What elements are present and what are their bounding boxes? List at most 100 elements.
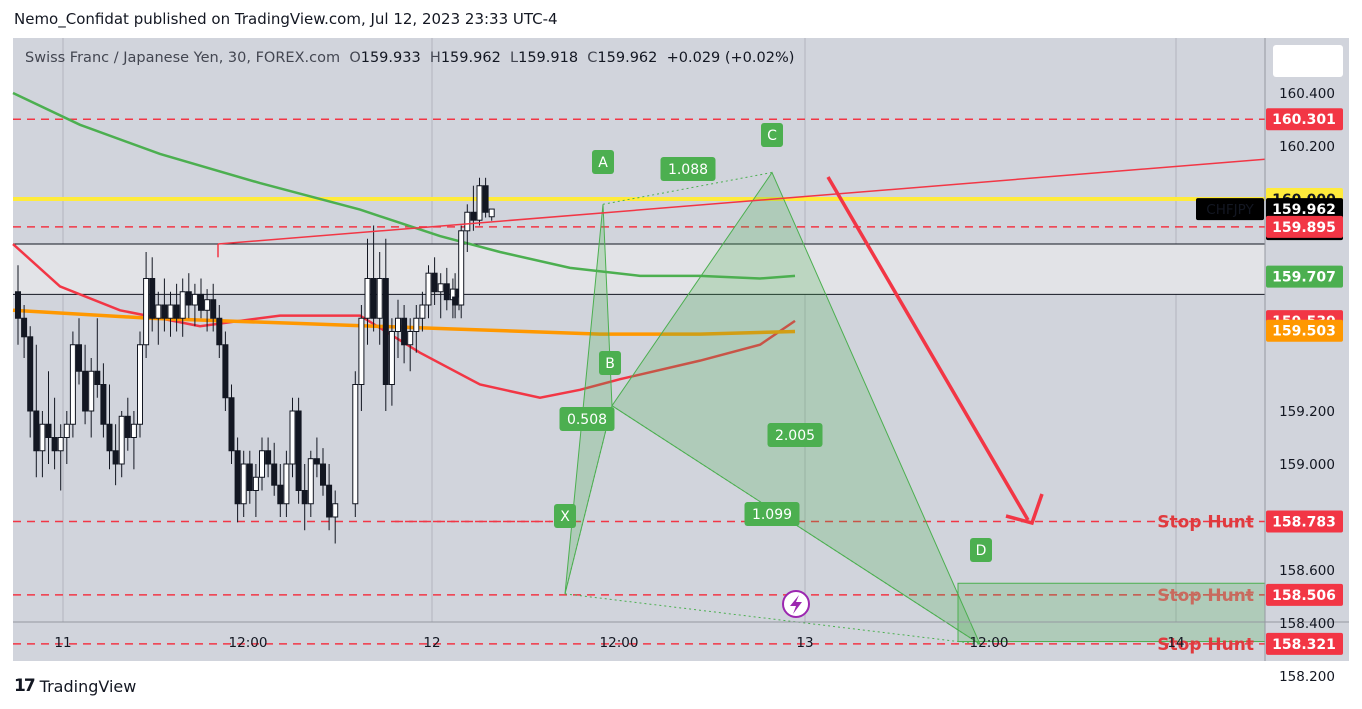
candle-bear xyxy=(210,299,217,319)
time-tick: 12:00 xyxy=(600,635,639,651)
candle-bull xyxy=(118,415,125,465)
candle-bull xyxy=(39,423,46,452)
candle-bear xyxy=(222,344,229,399)
candle-bear xyxy=(173,304,180,319)
candle-bull xyxy=(289,410,296,465)
price-tag-text: 160.301 xyxy=(1272,112,1336,128)
range-zone xyxy=(13,243,1265,295)
price-tick: 159.000 xyxy=(1279,457,1335,473)
low-label: L xyxy=(510,50,519,66)
candle-bear xyxy=(51,437,58,452)
point-label-x-text: X xyxy=(560,509,570,525)
price-tag-text: 159.707 xyxy=(1272,270,1336,286)
candle-bear xyxy=(320,463,326,486)
price-tag-text: 158.321 xyxy=(1272,637,1336,653)
candle-bull xyxy=(259,450,265,478)
grid-lines xyxy=(62,38,1177,622)
candle-bear xyxy=(198,293,204,311)
time-tick: 13 xyxy=(796,635,813,651)
high-value: 159.962 xyxy=(440,50,501,66)
publish-info: Nemo_Confidat published on TradingView.c… xyxy=(14,10,558,28)
point-label-b: B xyxy=(599,351,621,375)
price-tick: 158.400 xyxy=(1279,616,1335,632)
candle-bear xyxy=(124,415,131,438)
candle-bull xyxy=(167,304,174,319)
chart-area[interactable] xyxy=(13,38,1349,661)
candle-bear xyxy=(149,278,156,319)
price-tag-158.506: 158.506 xyxy=(1266,583,1343,606)
price-tick: 158.200 xyxy=(1279,669,1335,685)
ratio-text: 1.099 xyxy=(752,507,792,523)
price-tag-159.503: 159.503 xyxy=(1266,319,1343,342)
candle-bull xyxy=(388,331,395,385)
ratio-box xyxy=(559,407,615,431)
candle-bear xyxy=(82,370,89,412)
symbol-name: Swiss Franc / Japanese Yen, 30, FOREX.co… xyxy=(25,50,341,66)
axes: 160.400 160.200 159.200 159.000 158.600 158.4… xyxy=(13,38,1349,685)
stop-hunt-label: Stop Hunt xyxy=(1157,635,1254,655)
price-tag-159.895: 159.895 xyxy=(1266,215,1343,238)
candle-bear xyxy=(27,336,34,412)
price-tag-box xyxy=(1266,108,1343,131)
candle-bull xyxy=(204,299,211,311)
price-tag-158.783: 158.783 xyxy=(1266,510,1343,533)
axis-blank-box xyxy=(1273,45,1343,77)
forecast-arrow-line xyxy=(826,176,1030,521)
candle-bull xyxy=(437,283,444,293)
drawings: Stop Hunt Stop Hunt Stop Hunt xyxy=(217,158,1266,655)
point-label-d: D xyxy=(970,538,992,562)
close-label: C xyxy=(587,50,598,66)
point-label-a-box xyxy=(592,150,614,174)
candle-bear xyxy=(94,370,101,385)
ratio-text: 1.088 xyxy=(668,162,708,178)
candle-bear xyxy=(234,450,241,505)
point-label-c: C xyxy=(761,123,783,147)
candle-bull xyxy=(130,423,137,438)
ratio-box xyxy=(660,157,716,181)
open-value: 159.933 xyxy=(360,50,421,66)
candle-bear xyxy=(76,344,82,372)
candle-bear xyxy=(313,458,320,465)
candle-bull xyxy=(395,317,401,332)
time-tick: 12:00 xyxy=(229,635,268,651)
candle-bull xyxy=(252,476,259,491)
pattern-ratio-line-1 xyxy=(602,172,773,205)
candle-bear xyxy=(161,304,168,319)
time-tick: 12 xyxy=(423,635,440,651)
price-tag-text: 159.962 xyxy=(1272,202,1336,218)
price-tag-box xyxy=(1266,265,1343,288)
sma-green xyxy=(12,91,796,280)
candle-bull xyxy=(407,331,414,346)
candle-bull xyxy=(476,185,483,221)
price-tag-box xyxy=(1266,583,1343,606)
close-value: 159.962 xyxy=(597,50,658,66)
open-label: O xyxy=(349,50,361,66)
point-label-a: A xyxy=(592,150,614,174)
ratio-label-2: 2.005 xyxy=(767,423,823,447)
price-tag-158.321: 158.321 xyxy=(1266,632,1343,655)
point-label-b-text: B xyxy=(605,356,615,372)
candle-bear xyxy=(106,423,113,452)
price-tick: 160.400 xyxy=(1279,86,1335,102)
target-zone xyxy=(957,582,1266,643)
price-tick: 158.600 xyxy=(1279,563,1335,579)
price-tag-box xyxy=(1266,215,1343,238)
candle-bear xyxy=(326,484,333,518)
price-tick: 159.200 xyxy=(1279,404,1335,420)
candle-bear xyxy=(382,278,389,385)
price-tag-box xyxy=(1266,632,1343,655)
point-label-x-box xyxy=(554,504,576,528)
candle-bear xyxy=(482,185,489,213)
candle-bear xyxy=(370,278,377,319)
point-label-d-text: D xyxy=(976,543,987,559)
candle-bear xyxy=(216,317,223,346)
candle-bear xyxy=(21,317,28,338)
candle-bull xyxy=(488,208,495,218)
candles xyxy=(15,177,495,544)
candle-bull xyxy=(419,304,426,319)
pattern-ratio-line-2 xyxy=(611,405,981,645)
candle-bull xyxy=(179,291,186,319)
candle-bull xyxy=(425,272,432,306)
candle-bull xyxy=(458,230,465,306)
